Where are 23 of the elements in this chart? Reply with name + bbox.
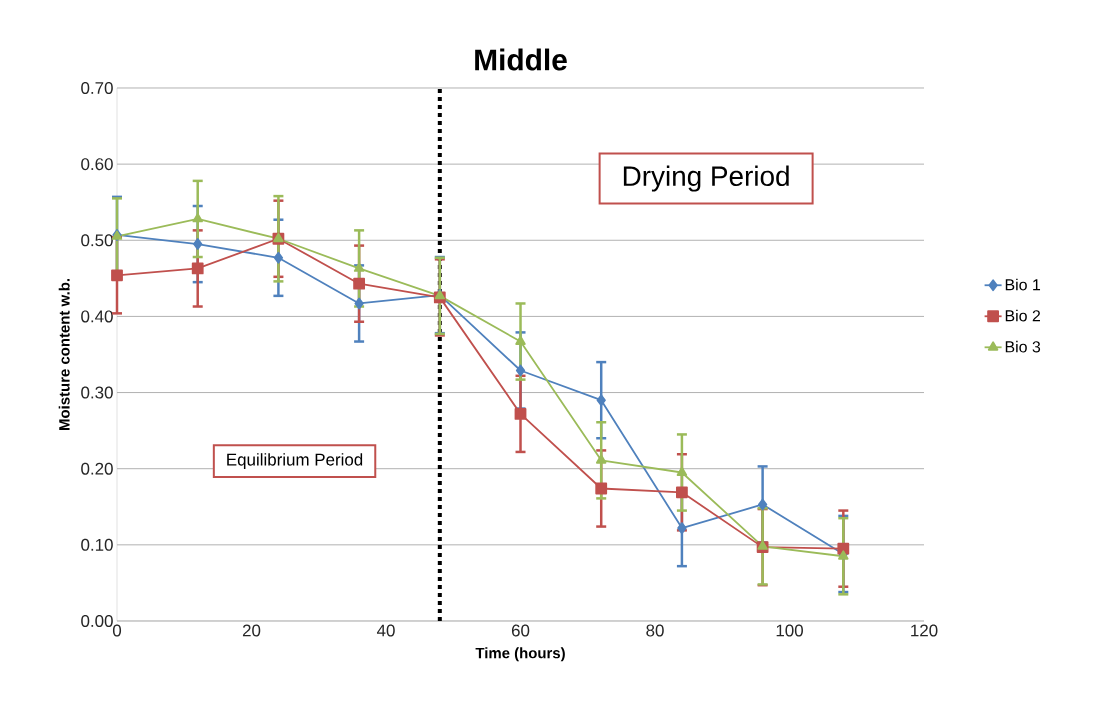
y-tick-label: 0.50 — [81, 234, 113, 247]
x-tick-label: 100 — [776, 624, 803, 637]
y-tick-label: 0.30 — [81, 386, 113, 399]
y-tick-label: 0.20 — [81, 462, 113, 475]
y-tick-label: 0.10 — [81, 538, 113, 551]
annotation: Drying Period — [623, 165, 789, 192]
chart-title: Middle — [475, 48, 567, 71]
x-tick-label: 120 — [911, 624, 938, 637]
y-tick-label: 0.60 — [81, 158, 113, 171]
y-axis-title: Moisture content w.b. — [58, 278, 70, 430]
legend-label: Bio 3 — [1005, 340, 1041, 353]
legend-label: Bio 2 — [1005, 309, 1041, 322]
y-tick-label: 0.00 — [81, 614, 113, 627]
x-tick-label: 20 — [242, 624, 261, 637]
annotation: Equilibrium Period — [227, 453, 363, 469]
x-tick-label: 40 — [376, 624, 395, 637]
y-tick-label: 0.40 — [81, 310, 113, 323]
legend-label: Bio 1 — [1005, 278, 1041, 291]
x-tick-label: 0 — [112, 624, 122, 637]
x-tick-label: 80 — [646, 624, 664, 637]
x-tick-label: 60 — [511, 624, 530, 637]
y-tick-label: 0.70 — [81, 81, 113, 94]
x-axis-title: Time (hours) — [475, 647, 565, 662]
